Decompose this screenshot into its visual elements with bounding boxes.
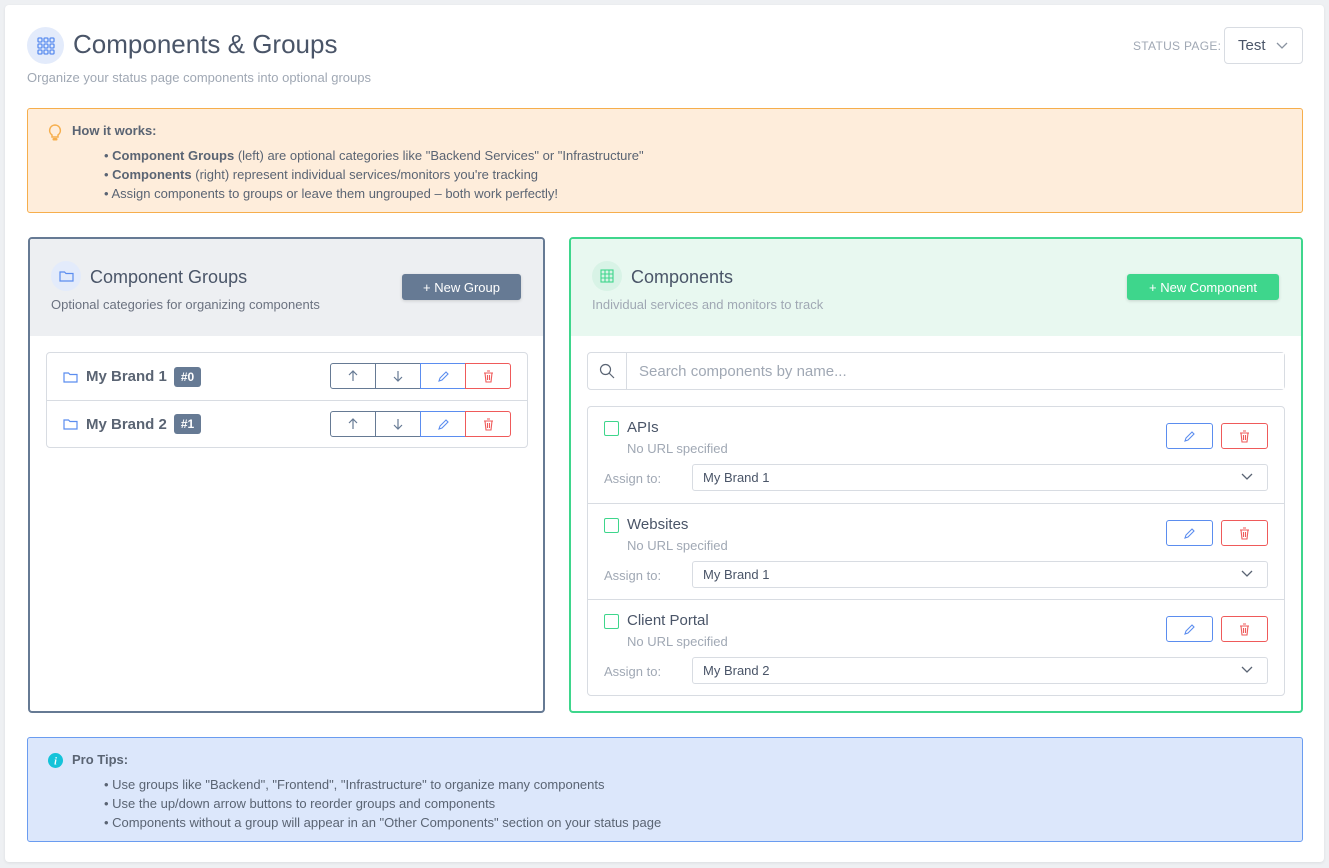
info-icon: i	[48, 753, 63, 768]
pencil-icon	[1184, 623, 1195, 635]
lightbulb-icon	[48, 124, 62, 141]
move-down-button[interactable]	[375, 411, 421, 437]
assign-label: Assign to:	[604, 568, 662, 583]
component-url: No URL specified	[627, 441, 728, 456]
table-icon	[592, 261, 622, 291]
component-row: Websites No URL specified Assign to: My …	[588, 503, 1284, 599]
component-checkbox[interactable]	[604, 614, 619, 629]
move-down-button[interactable]	[375, 363, 421, 389]
pro-tips-title: Pro Tips:	[72, 752, 129, 767]
assign-group-select[interactable]: My Brand 1	[692, 464, 1268, 491]
folder-icon	[51, 261, 81, 291]
how-it-works-item: Component Groups (left) are optional cat…	[104, 146, 643, 165]
delete-group-button[interactable]	[465, 363, 511, 389]
arrow-up-icon	[348, 370, 358, 381]
trash-icon	[1240, 622, 1249, 636]
chevron-down-icon	[1241, 666, 1253, 673]
assign-group-select[interactable]: My Brand 1	[692, 561, 1268, 588]
component-row: APIs No URL specified Assign to: My Bran…	[588, 407, 1284, 503]
new-component-button[interactable]: + New Component	[1127, 274, 1279, 300]
grid-icon	[27, 27, 64, 64]
move-up-button[interactable]	[330, 363, 376, 389]
component-name: Websites	[627, 516, 689, 533]
search-icon	[588, 353, 627, 389]
assign-group-value: My Brand 2	[703, 663, 770, 678]
page-title: Components & Groups	[73, 29, 338, 59]
components-panel-header: Components Individual services and monit…	[571, 239, 1301, 336]
how-it-works-title: How it works:	[72, 123, 157, 138]
group-row: My Brand 2 #1	[47, 400, 527, 447]
trash-icon	[1240, 429, 1249, 443]
group-name: My Brand 2	[86, 415, 167, 433]
component-url: No URL specified	[627, 538, 728, 553]
groups-panel-title: Component Groups	[90, 267, 248, 287]
assign-label: Assign to:	[604, 471, 662, 486]
arrow-up-icon	[348, 418, 358, 429]
pro-tips-alert: i Pro Tips: Use groups like "Backend", "…	[27, 737, 1303, 842]
components-list: APIs No URL specified Assign to: My Bran…	[587, 406, 1285, 696]
move-up-button[interactable]	[330, 411, 376, 437]
pencil-icon	[1184, 430, 1195, 442]
delete-component-button[interactable]	[1221, 423, 1268, 449]
edit-component-button[interactable]	[1166, 616, 1213, 642]
assign-label: Assign to:	[604, 664, 662, 679]
pencil-icon	[437, 370, 449, 382]
trash-icon	[483, 369, 493, 383]
delete-group-button[interactable]	[465, 411, 511, 437]
trash-icon	[1240, 526, 1249, 540]
component-row: Client Portal No URL specified Assign to…	[588, 599, 1284, 695]
edit-component-button[interactable]	[1166, 423, 1213, 449]
how-it-works-item: Components (right) represent individual …	[104, 165, 644, 184]
pro-tip-item: Use groups like "Backend", "Frontend", "…	[104, 775, 661, 794]
component-checkbox[interactable]	[604, 518, 619, 533]
component-checkbox[interactable]	[604, 421, 619, 436]
component-groups-panel: Component Groups Optional categories for…	[28, 237, 545, 713]
chevron-down-icon	[1241, 473, 1253, 480]
group-row: My Brand 1 #0	[47, 353, 527, 400]
how-it-works-alert: How it works: Component Groups (left) ar…	[27, 108, 1303, 213]
folder-icon	[63, 371, 78, 383]
edit-group-button[interactable]	[420, 411, 466, 437]
status-page-value: Test	[1238, 37, 1266, 54]
component-name: Client Portal	[627, 612, 709, 629]
assign-group-select[interactable]: My Brand 2	[692, 657, 1268, 684]
group-name: My Brand 1	[86, 368, 167, 385]
arrow-down-icon	[393, 419, 403, 430]
groups-panel-header: Component Groups Optional categories for…	[30, 239, 543, 336]
components-panel: Components Individual services and monit…	[569, 237, 1303, 713]
delete-component-button[interactable]	[1221, 520, 1268, 546]
arrow-down-icon	[393, 371, 403, 382]
pencil-icon	[1184, 527, 1195, 539]
group-order-badge: #0	[173, 366, 202, 387]
assign-group-value: My Brand 1	[703, 470, 770, 485]
groups-panel-subtitle: Optional categories for organizing compo…	[51, 297, 320, 312]
edit-component-button[interactable]	[1166, 520, 1213, 546]
trash-icon	[483, 417, 493, 431]
how-it-works-item: Assign components to groups or leave the…	[104, 184, 644, 203]
status-page-label: STATUS PAGE:	[1133, 39, 1222, 53]
delete-component-button[interactable]	[1221, 616, 1268, 642]
pro-tip-item: Use the up/down arrow buttons to reorder…	[104, 794, 661, 813]
search-bar	[587, 352, 1285, 390]
components-panel-subtitle: Individual services and monitors to trac…	[592, 297, 824, 312]
group-order-badge: #1	[173, 414, 202, 434]
new-group-button[interactable]: + New Group	[402, 274, 521, 300]
page-subtitle: Organize your status page components int…	[27, 70, 371, 85]
groups-list: My Brand 1 #0 My Brand 2 #1	[46, 352, 528, 448]
edit-group-button[interactable]	[420, 363, 466, 389]
status-page-select[interactable]: Test	[1224, 27, 1303, 64]
chevron-down-icon	[1276, 42, 1287, 49]
search-input[interactable]	[627, 353, 1284, 389]
component-name: APIs	[627, 419, 659, 436]
chevron-down-icon	[1241, 570, 1253, 577]
component-url: No URL specified	[627, 634, 728, 649]
assign-group-value: My Brand 1	[703, 567, 770, 582]
folder-icon	[63, 419, 78, 430]
components-panel-title: Components	[631, 267, 734, 287]
pro-tip-item: Components without a group will appear i…	[104, 813, 661, 832]
svg-text:i: i	[54, 757, 57, 768]
pencil-icon	[437, 418, 449, 430]
